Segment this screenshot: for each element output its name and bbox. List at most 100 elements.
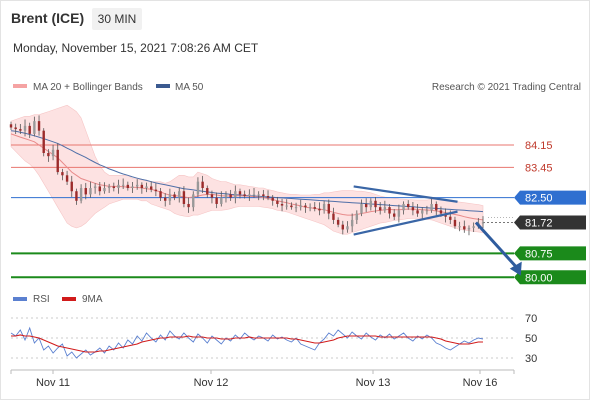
candle xyxy=(332,213,335,220)
candle xyxy=(140,184,144,189)
candle xyxy=(238,191,242,195)
candle xyxy=(154,189,158,192)
candle xyxy=(360,203,363,214)
candle xyxy=(220,197,223,204)
candle xyxy=(407,203,410,208)
candle xyxy=(234,191,237,198)
candle xyxy=(135,184,139,187)
credit-text: Research © 2021 Trading Central xyxy=(432,82,581,93)
candle xyxy=(14,127,17,130)
candle xyxy=(75,191,78,201)
candle xyxy=(463,226,466,230)
candle xyxy=(290,205,293,208)
level-tag-2 xyxy=(514,190,586,205)
candle xyxy=(378,207,382,211)
candle xyxy=(336,219,340,225)
candle xyxy=(262,194,265,196)
candle xyxy=(121,184,125,186)
candle xyxy=(341,224,345,230)
candle xyxy=(107,186,111,189)
bollinger-band xyxy=(10,104,484,235)
candle xyxy=(84,188,87,195)
candle xyxy=(257,194,260,196)
x-tick-label-3: Nov 16 xyxy=(463,377,498,389)
candle xyxy=(206,188,209,195)
level-label-0: 84.15 xyxy=(525,140,553,152)
candle xyxy=(280,203,284,206)
x-tick-label-2: Nov 13 xyxy=(356,377,391,389)
candle xyxy=(374,200,377,208)
candle xyxy=(61,172,64,176)
candle xyxy=(346,226,349,230)
candle xyxy=(388,207,391,214)
candle xyxy=(435,203,438,211)
candle xyxy=(397,210,401,217)
candle xyxy=(243,194,246,196)
candle xyxy=(304,205,307,208)
x-tick-label-0: Nov 11 xyxy=(36,377,70,389)
candle xyxy=(327,203,330,214)
candle xyxy=(411,207,415,211)
candle xyxy=(439,210,443,214)
rsi9ma-line xyxy=(11,334,483,353)
candle xyxy=(145,186,148,189)
candle xyxy=(355,213,359,220)
candle xyxy=(28,125,31,134)
rsi-legend-swatch xyxy=(13,297,27,301)
timeframe-button[interactable]: 30 MIN xyxy=(92,8,142,30)
candle xyxy=(56,149,59,173)
forecast-arrow-shaft xyxy=(474,221,519,270)
candle xyxy=(159,191,162,198)
rsi9ma-legend-label: 9MA xyxy=(82,294,103,305)
candle xyxy=(224,194,228,198)
rsi9ma-legend-swatch xyxy=(62,297,76,301)
candle xyxy=(383,207,387,211)
level-label-1: 83.45 xyxy=(525,162,553,174)
triangle-lower-line xyxy=(353,210,458,236)
candle xyxy=(19,129,22,131)
candle xyxy=(299,205,302,208)
rsi-tick-label-70: 70 xyxy=(525,313,537,325)
candle xyxy=(215,197,218,204)
candle xyxy=(201,181,204,189)
candle xyxy=(47,152,50,157)
candle xyxy=(252,194,256,196)
candle xyxy=(322,203,326,211)
candle xyxy=(23,125,27,131)
candle xyxy=(266,196,270,198)
rsi-plot: 70 50 30 xyxy=(10,313,537,365)
candle xyxy=(416,210,419,214)
ma50-legend-swatch xyxy=(156,84,170,88)
candle xyxy=(308,207,312,209)
candle xyxy=(421,210,424,214)
candle xyxy=(70,181,73,192)
forecast-arrow-head xyxy=(509,261,522,276)
candle xyxy=(33,121,36,134)
level-tag-3 xyxy=(514,215,586,230)
candle xyxy=(42,130,45,153)
candle xyxy=(449,216,452,220)
x-tick-label-1: Nov 12 xyxy=(194,377,229,389)
rsi-legend-label: RSI xyxy=(33,294,50,305)
candle xyxy=(149,186,153,190)
candle xyxy=(271,197,274,201)
candle xyxy=(393,213,396,217)
candle xyxy=(318,208,321,211)
candle xyxy=(481,222,485,224)
candle xyxy=(229,194,232,198)
candle xyxy=(89,188,92,195)
instrument-title: Brent (ICE) xyxy=(11,10,85,26)
candle xyxy=(164,197,167,201)
candle xyxy=(458,226,461,228)
candle xyxy=(210,194,214,198)
rsi-line xyxy=(10,326,484,359)
candle xyxy=(192,194,195,208)
ma20-legend-label: MA 20 + Bollinger Bands xyxy=(33,82,143,93)
candle xyxy=(196,181,200,195)
candle xyxy=(350,219,354,227)
candle xyxy=(178,191,181,198)
candle xyxy=(112,186,116,189)
level-tag-5 xyxy=(514,270,586,285)
ma20-legend-swatch xyxy=(13,84,27,88)
